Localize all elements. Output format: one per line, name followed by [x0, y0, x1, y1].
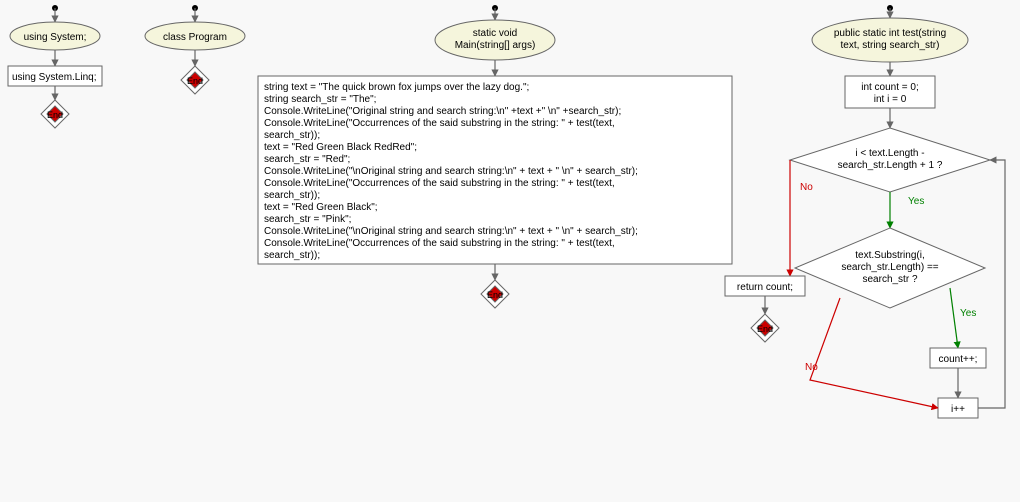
f4-ipp-text: i++: [951, 404, 965, 415]
f4-end-label: End: [757, 324, 773, 334]
f1-end-label: End: [47, 110, 63, 120]
f2-start-text: class Program: [163, 32, 227, 43]
f4-no1: No: [800, 182, 813, 193]
f4-return-text: return count;: [737, 282, 793, 293]
f4-no2: No: [805, 362, 818, 373]
f3-body-text: string text = "The quick brown fox jumps…: [264, 82, 638, 261]
f3-end-label: End: [487, 290, 503, 300]
f2-end-label: End: [187, 76, 203, 86]
f4-yes1: Yes: [908, 196, 924, 207]
f4-countpp-text: count++;: [939, 354, 978, 365]
f1-start-text: using System;: [24, 32, 87, 43]
f4-start-text: public static int test(stringtext, strin…: [834, 28, 946, 51]
f1-body-text: using System.Linq;: [12, 72, 97, 83]
f4-yes2: Yes: [960, 308, 976, 319]
